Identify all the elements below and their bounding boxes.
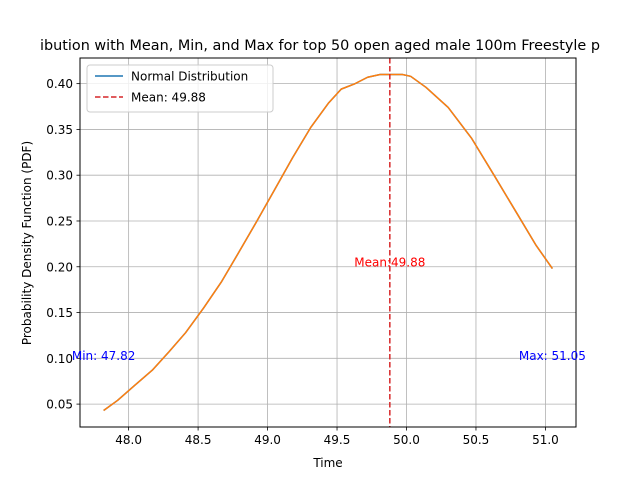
y-tick-label: 0.30 (46, 169, 73, 183)
y-tick-label: 0.25 (46, 214, 73, 228)
legend-label-mean: Mean: 49.88 (131, 91, 206, 105)
x-tick-label: 49.5 (324, 433, 351, 447)
series-line-1 (103, 73, 553, 412)
x-tick-label: 51.0 (532, 433, 559, 447)
grid (80, 58, 576, 427)
annotations: Mean:49.88 Min: 47.82 Max: 51.05 (72, 256, 586, 363)
series-lines (103, 58, 553, 427)
x-axis-ticks: 48.0 48.5 49.0 49.5 50.0 50.5 51.0 (115, 427, 559, 447)
series-line-0 (103, 73, 553, 412)
annotation-label: Max: 51.05 (519, 349, 586, 363)
y-tick-label: 0.10 (46, 352, 73, 366)
y-axis-label: Probability Density Function (PDF) (20, 141, 34, 345)
y-tick-label: 0.20 (46, 260, 73, 274)
x-axis-label: Time (312, 456, 342, 470)
x-tick-label: 50.0 (393, 433, 420, 447)
annotation-label: Mean:49.88 (354, 256, 425, 270)
y-tick-label: 0.40 (46, 77, 73, 91)
x-tick-label: 48.5 (185, 433, 212, 447)
y-tick-label: 0.15 (46, 306, 73, 320)
legend: Normal Distribution Mean: 49.88 (86, 64, 274, 113)
legend-label-normal: Normal Distribution (131, 70, 248, 84)
annotation-label: Min: 47.82 (72, 349, 136, 363)
chart-title: ibution with Mean, Min, and Max for top … (40, 38, 600, 54)
y-tick-label: 0.05 (46, 398, 73, 412)
y-tick-label: 0.35 (46, 123, 73, 137)
x-tick-label: 49.0 (254, 433, 281, 447)
x-tick-label: 48.0 (115, 433, 142, 447)
legend-box (86, 64, 274, 113)
plot-frame (79, 57, 577, 428)
y-axis-ticks: 0.05 0.10 0.15 0.20 0.25 0.30 0.35 0.40 (46, 77, 80, 412)
x-tick-label: 50.5 (463, 433, 490, 447)
